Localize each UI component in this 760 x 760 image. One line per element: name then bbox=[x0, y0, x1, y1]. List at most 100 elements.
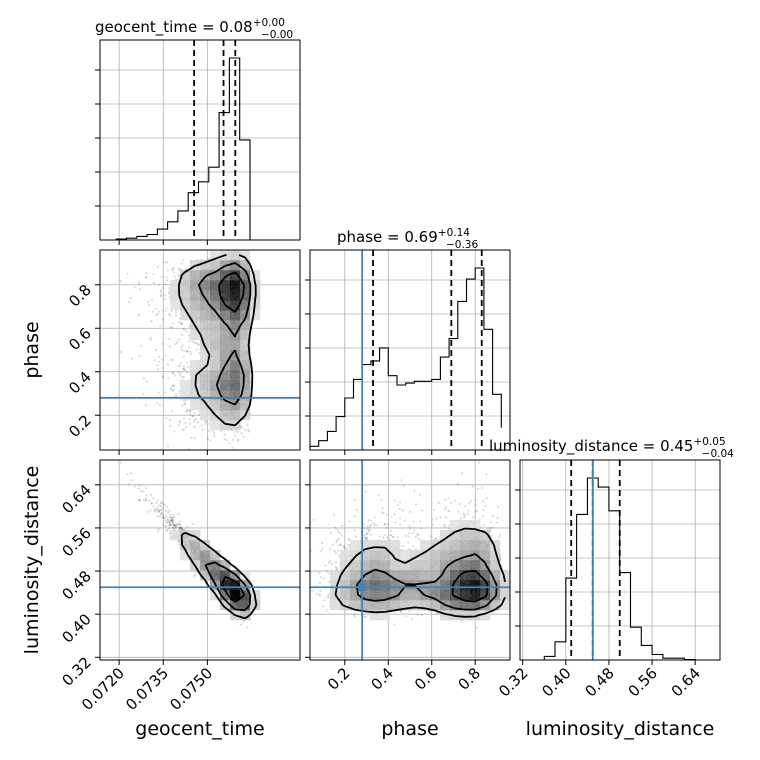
sample-point bbox=[161, 515, 164, 518]
sample-point bbox=[177, 523, 180, 526]
sample-point bbox=[183, 403, 187, 406]
sample-point bbox=[186, 330, 189, 333]
contour-level bbox=[218, 271, 245, 313]
density-cell bbox=[180, 310, 191, 321]
sample-point bbox=[157, 530, 160, 533]
sample-point bbox=[166, 260, 169, 263]
density-cell bbox=[230, 340, 241, 351]
sample-point bbox=[238, 0, 240, 1]
density-cell bbox=[190, 370, 201, 381]
sample-point bbox=[226, 0, 228, 1]
sample-point bbox=[150, 502, 154, 505]
sample-point bbox=[192, 414, 195, 418]
sample-point bbox=[248, 0, 250, 1]
sample-point bbox=[238, 0, 240, 1]
sample-point bbox=[186, 408, 189, 411]
density-cell bbox=[210, 390, 221, 401]
sample-point bbox=[188, 339, 191, 343]
sample-point bbox=[168, 523, 172, 526]
sample-point bbox=[174, 395, 177, 398]
density-cell bbox=[210, 290, 221, 301]
density-cell bbox=[230, 310, 241, 321]
density-cell bbox=[240, 290, 251, 301]
sample-point bbox=[165, 276, 168, 279]
sample-point bbox=[168, 516, 171, 519]
sample-point bbox=[193, 425, 196, 428]
sample-point bbox=[152, 509, 156, 513]
sample-point bbox=[168, 520, 171, 523]
sample-point bbox=[225, 438, 228, 442]
density-cell bbox=[200, 320, 211, 331]
sample-point bbox=[165, 261, 168, 265]
sample-point bbox=[171, 384, 174, 388]
density-cell bbox=[250, 270, 261, 281]
sample-point bbox=[165, 416, 168, 419]
sample-point bbox=[186, 525, 189, 528]
sample-point bbox=[161, 358, 164, 361]
sample-point bbox=[182, 365, 185, 368]
sample-point bbox=[166, 529, 169, 532]
sample-point bbox=[201, 428, 204, 432]
sample-point bbox=[152, 281, 156, 285]
sample-point bbox=[169, 519, 173, 522]
sample-point bbox=[168, 509, 171, 512]
sample-point bbox=[178, 374, 182, 377]
sample-point bbox=[178, 539, 181, 543]
sample-point bbox=[168, 314, 172, 317]
sample-point bbox=[182, 428, 185, 432]
sample-point bbox=[173, 523, 176, 526]
sample-point bbox=[246, 424, 249, 427]
sample-point bbox=[155, 348, 158, 352]
sample-point bbox=[158, 510, 161, 513]
sample-point bbox=[155, 501, 158, 505]
sample-point bbox=[153, 507, 157, 511]
sample-point bbox=[175, 341, 179, 344]
sample-point bbox=[137, 487, 141, 490]
density-cell bbox=[220, 280, 231, 291]
sample-point bbox=[169, 424, 172, 428]
sample-point bbox=[233, 430, 236, 434]
sample-point bbox=[228, 0, 230, 1]
sample-point bbox=[186, 371, 189, 374]
sample-point bbox=[156, 402, 159, 405]
sample-point bbox=[174, 311, 178, 314]
sample-point bbox=[157, 509, 160, 512]
density-layer bbox=[119, 0, 510, 629]
sample-point bbox=[162, 521, 165, 525]
sample-point bbox=[171, 358, 174, 361]
sample-point bbox=[239, 623, 243, 626]
sample-point bbox=[167, 511, 170, 514]
density-cell bbox=[230, 320, 241, 331]
density-cell bbox=[190, 310, 201, 321]
density-cell bbox=[220, 290, 231, 301]
sample-point bbox=[172, 525, 175, 528]
sample-point bbox=[138, 283, 141, 286]
density-cell bbox=[230, 380, 241, 391]
sample-point bbox=[173, 515, 176, 519]
sample-point bbox=[164, 525, 167, 528]
sample-point bbox=[204, 423, 207, 426]
sample-point bbox=[164, 519, 167, 522]
density-cell bbox=[170, 280, 181, 291]
sample-point bbox=[119, 279, 122, 283]
sample-point bbox=[145, 272, 148, 275]
sample-point bbox=[157, 355, 160, 359]
sample-point bbox=[179, 524, 182, 527]
sample-point bbox=[204, 420, 207, 423]
sample-point bbox=[175, 525, 178, 528]
sample-point bbox=[120, 452, 122, 454]
density-cell bbox=[200, 350, 211, 361]
sample-point bbox=[242, 620, 245, 623]
density-cell bbox=[190, 300, 201, 311]
sample-point bbox=[161, 342, 164, 345]
sample-point bbox=[138, 498, 141, 502]
sample-point bbox=[138, 499, 141, 502]
sample-point bbox=[151, 497, 155, 500]
sample-point bbox=[236, 438, 240, 441]
sample-point bbox=[172, 271, 175, 274]
sample-point bbox=[195, 341, 198, 344]
density-cell bbox=[240, 260, 251, 271]
sample-point bbox=[155, 307, 158, 311]
density-cell bbox=[220, 380, 231, 391]
sample-point bbox=[213, 434, 216, 438]
